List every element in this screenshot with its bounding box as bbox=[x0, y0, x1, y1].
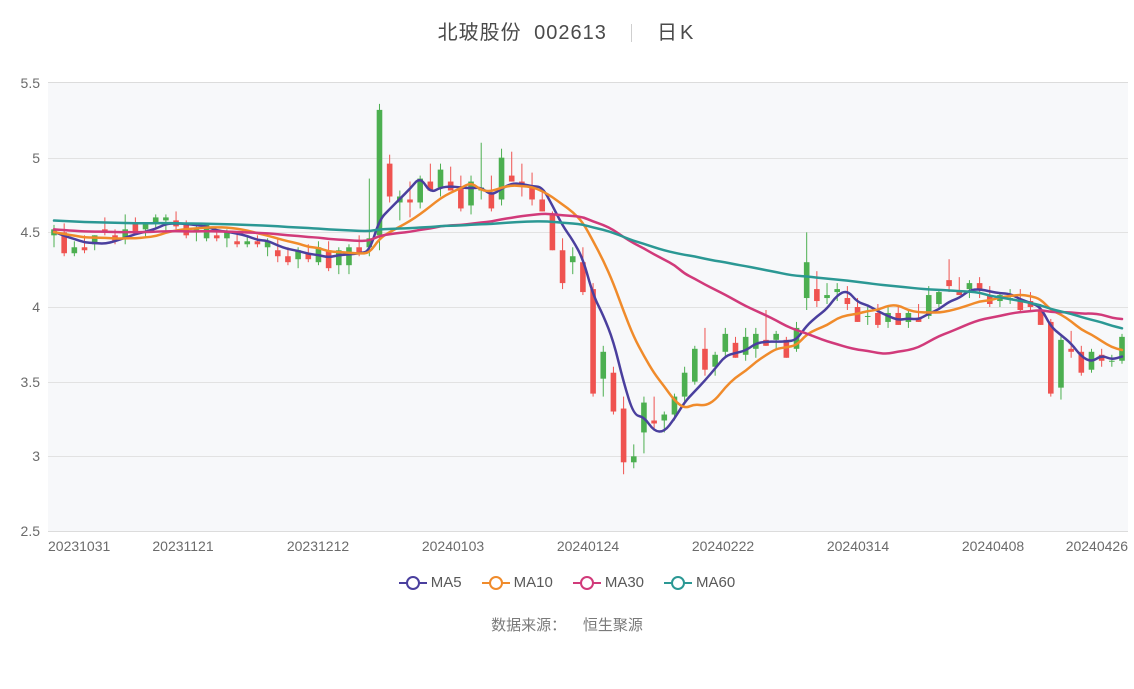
source-label: 数据来源： bbox=[491, 617, 566, 634]
title-separator bbox=[631, 24, 632, 42]
chart-container: 北玻股份 002613 日K 2.533.544.555.5 202310312… bbox=[0, 0, 1134, 689]
y-tick-label: 2.5 bbox=[21, 523, 40, 539]
legend-marker-icon bbox=[399, 576, 427, 590]
x-tick-label: 20240222 bbox=[692, 538, 754, 554]
x-tick-label: 20231212 bbox=[287, 538, 349, 554]
plot-area: 2.533.544.555.5 bbox=[48, 82, 1128, 532]
y-tick-label: 3 bbox=[32, 448, 40, 464]
legend-marker-icon bbox=[482, 576, 510, 590]
legend-item-ma5: MA5 bbox=[399, 574, 462, 591]
y-tick-label: 3.5 bbox=[21, 374, 40, 390]
x-tick-label: 20231121 bbox=[152, 538, 213, 554]
legend-item-ma10: MA10 bbox=[482, 574, 553, 591]
source-value: 恒生聚源 bbox=[583, 617, 643, 634]
chart-legend: MA5 MA10 MA30 MA60 bbox=[0, 574, 1134, 594]
x-tick-label: 20231031 bbox=[48, 538, 110, 554]
x-tick-label: 20240314 bbox=[827, 538, 889, 554]
legend-label: MA60 bbox=[696, 574, 735, 591]
stock-name: 北玻股份 bbox=[438, 22, 522, 44]
data-source: 数据来源： 恒生聚源 bbox=[0, 614, 1134, 635]
x-tick-label: 20240408 bbox=[962, 538, 1024, 554]
y-tick-label: 5.5 bbox=[21, 75, 40, 91]
legend-marker-icon bbox=[573, 576, 601, 590]
y-tick-label: 4 bbox=[32, 299, 40, 315]
x-tick-label: 20240103 bbox=[422, 538, 484, 554]
legend-label: MA10 bbox=[514, 574, 553, 591]
legend-marker-icon bbox=[664, 576, 692, 590]
chart-canvas bbox=[48, 83, 1128, 531]
legend-label: MA30 bbox=[605, 574, 644, 591]
legend-item-ma60: MA60 bbox=[664, 574, 735, 591]
legend-label: MA5 bbox=[431, 574, 462, 591]
y-tick-label: 4.5 bbox=[21, 224, 40, 240]
stock-code: 002613 bbox=[534, 22, 607, 44]
x-tick-label: 20240124 bbox=[557, 538, 619, 554]
x-tick-label: 20240426 bbox=[1066, 538, 1128, 554]
y-tick-label: 5 bbox=[32, 150, 40, 166]
period-label: 日K bbox=[657, 22, 696, 44]
legend-item-ma30: MA30 bbox=[573, 574, 644, 591]
chart-title: 北玻股份 002613 日K bbox=[0, 0, 1134, 45]
